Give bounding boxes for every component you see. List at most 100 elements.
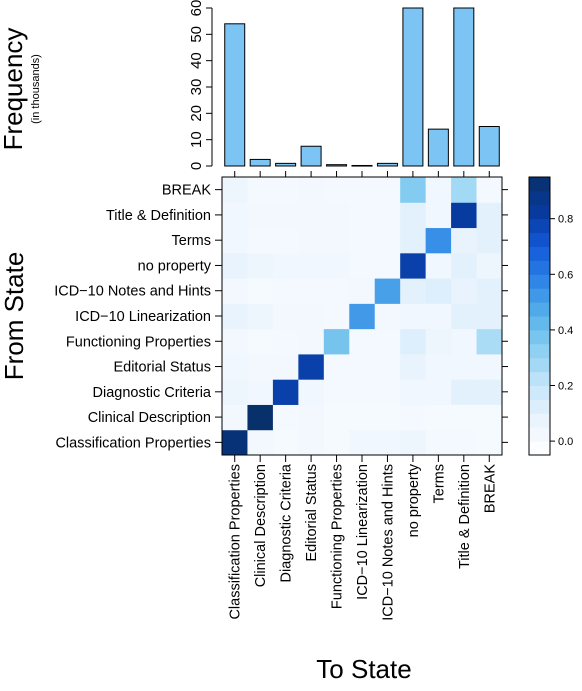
heatmap-cell bbox=[222, 429, 248, 456]
heatmap-y-tick-label: Functioning Properties bbox=[66, 334, 211, 350]
heatmap-cell bbox=[374, 278, 401, 304]
heatmap-x-tick-label: Title & Definition bbox=[457, 464, 473, 569]
heatmap-cell bbox=[476, 353, 503, 380]
heatmap-cell bbox=[425, 177, 452, 203]
bar-y-tick-label: 60 bbox=[188, 0, 205, 16]
heatmap-cell bbox=[323, 278, 350, 304]
legend-tick-label: 0.2 bbox=[558, 381, 573, 393]
heatmap-cell bbox=[323, 353, 350, 380]
heatmap-cell bbox=[374, 353, 401, 380]
heatmap-y-axis: Classification Properties Clinical Descri… bbox=[54, 183, 508, 451]
legend-band bbox=[529, 399, 550, 414]
heatmap-cell bbox=[272, 202, 299, 229]
heatmap-cell bbox=[247, 353, 274, 380]
bar-y-tick-label: 20 bbox=[188, 105, 205, 122]
heatmap-cell bbox=[476, 252, 503, 279]
legend-band bbox=[529, 441, 550, 456]
heatmap-cell bbox=[298, 404, 325, 431]
heatmap-cell bbox=[298, 379, 325, 405]
heatmap-y-tick-label: Title & Definition bbox=[106, 208, 211, 224]
heatmap-cell bbox=[298, 202, 325, 229]
bar-3 bbox=[275, 162, 297, 167]
bar-9 bbox=[427, 128, 449, 167]
heatmap-cell bbox=[425, 429, 452, 456]
heatmap-cell bbox=[476, 177, 503, 203]
heatmap-cell bbox=[298, 227, 325, 254]
heatmap-cell bbox=[247, 404, 274, 431]
heatmap-cell bbox=[400, 227, 427, 254]
heatmap-cell bbox=[247, 429, 274, 456]
heatmap-x-tick-label: Diagnostic Criteria bbox=[279, 463, 295, 582]
bar-y-axis: 0 10 20 30 40 50 60 bbox=[188, 0, 213, 170]
heatmap-cell bbox=[400, 303, 427, 330]
legend-band bbox=[529, 302, 550, 317]
heatmap-cell bbox=[425, 303, 452, 330]
heatmap-cell bbox=[374, 202, 401, 229]
heatmap-cell bbox=[374, 252, 401, 279]
heatmap-x-axis: Classification Properties Clinical Descri… bbox=[228, 171, 498, 621]
legend-frame bbox=[528, 176, 551, 456]
heatmap-cell bbox=[298, 353, 325, 380]
bar-marks bbox=[224, 7, 500, 167]
legend-band bbox=[529, 385, 550, 400]
heatmap-cell bbox=[323, 328, 350, 355]
legend-band bbox=[529, 343, 550, 359]
heatmap-cell bbox=[451, 202, 478, 229]
heatmap-cell bbox=[272, 227, 299, 254]
legend-tick-label: 0.6 bbox=[558, 269, 573, 281]
heatmap-cell bbox=[451, 227, 478, 254]
color-scale-legend: 0.0 0.2 0.4 0.6 0.8 bbox=[528, 176, 573, 456]
legend-band bbox=[529, 246, 550, 261]
heatmap-cell bbox=[298, 429, 325, 456]
heatmap-cell bbox=[374, 177, 401, 203]
heatmap-cell bbox=[349, 429, 376, 456]
heatmap-cell bbox=[247, 328, 274, 355]
legend-tick-label: 0.4 bbox=[558, 325, 573, 337]
heatmap-cell bbox=[222, 404, 248, 431]
heatmap-cell bbox=[298, 328, 325, 355]
bar-y-tick-label: 30 bbox=[188, 79, 205, 96]
heatmap-y-tick-label: ICD−10 Notes and Hints bbox=[54, 284, 211, 300]
heatmap-cell bbox=[272, 252, 299, 279]
heatmap-y-tick-label: BREAK bbox=[162, 183, 211, 199]
heatmap-cell bbox=[272, 404, 299, 431]
bar-y-tick-label: 0 bbox=[188, 162, 205, 170]
heatmap-x-tick-label: ICD−10 Linearization bbox=[355, 464, 371, 600]
heatmap-cell bbox=[476, 278, 503, 304]
legend-band bbox=[529, 427, 550, 442]
heatmap-cell bbox=[374, 303, 401, 330]
heatmap-cell bbox=[222, 353, 248, 380]
heatmap-x-tick-label: Clinical Description bbox=[253, 464, 269, 587]
heatmap-x-tick-label: Editorial Status bbox=[304, 464, 320, 562]
heatmap-x-tick-label: no property bbox=[406, 463, 422, 537]
heatmap-cell bbox=[247, 252, 274, 279]
heatmap-cell bbox=[400, 404, 427, 431]
heatmap-cell bbox=[298, 303, 325, 330]
heatmap-x-tick-label: Terms bbox=[431, 464, 447, 503]
heatmap-cell bbox=[400, 429, 427, 456]
heatmap-cell bbox=[451, 353, 478, 380]
legend-band bbox=[529, 260, 550, 275]
legend-band bbox=[529, 413, 550, 428]
heatmap-cell bbox=[425, 227, 452, 254]
heatmap-cell bbox=[349, 328, 376, 355]
heatmap-cell bbox=[272, 278, 299, 304]
heatmap-x-tick-label: ICD−10 Notes and Hints bbox=[380, 464, 396, 621]
heatmap-y-tick-label: ICD−10 Linearization bbox=[75, 309, 211, 325]
heatmap-cell bbox=[374, 404, 401, 431]
bar-y-axis-title: Frequency bbox=[0, 28, 28, 151]
heatmap-cell bbox=[425, 353, 452, 380]
heatmap-cell bbox=[272, 429, 299, 456]
heatmap-cell bbox=[349, 278, 376, 304]
heatmap-cell bbox=[323, 202, 350, 229]
heatmap-x-tick-label: BREAK bbox=[482, 464, 498, 513]
heatmap-cell bbox=[349, 379, 376, 405]
heatmap-cell bbox=[349, 202, 376, 229]
heatmap-cell bbox=[272, 379, 299, 405]
heatmap-cell bbox=[222, 303, 248, 330]
heatmap-cell bbox=[247, 379, 274, 405]
bar-chart: Frequency (in thousands) 0 10 20 30 40 50 60 bbox=[0, 0, 500, 170]
heatmap-cell bbox=[374, 429, 401, 456]
bar-y-axis-title-group: Frequency (in thousands) bbox=[0, 28, 42, 151]
legend-band bbox=[529, 329, 550, 345]
